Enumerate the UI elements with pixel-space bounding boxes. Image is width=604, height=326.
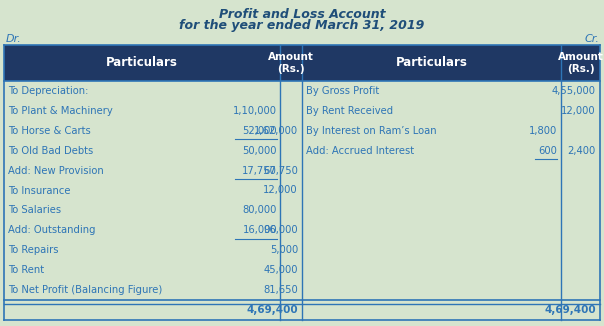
- Text: Particulars: Particulars: [396, 56, 467, 69]
- Text: 4,55,000: 4,55,000: [552, 86, 596, 96]
- Text: To Net Profit (Balancing Figure): To Net Profit (Balancing Figure): [8, 285, 162, 295]
- Text: 17,750: 17,750: [242, 166, 277, 176]
- Text: Amount
(Rs.): Amount (Rs.): [268, 52, 314, 74]
- Text: Particulars: Particulars: [106, 56, 178, 69]
- Text: 4,69,400: 4,69,400: [544, 305, 596, 315]
- Text: 96,000: 96,000: [263, 225, 298, 235]
- Text: 4,69,400: 4,69,400: [246, 305, 298, 315]
- Text: 80,000: 80,000: [243, 205, 277, 215]
- Text: Add: New Provision: Add: New Provision: [8, 166, 104, 176]
- Text: 5,000: 5,000: [270, 245, 298, 255]
- Text: Add: Accrued Interest: Add: Accrued Interest: [306, 146, 414, 156]
- Text: 12,000: 12,000: [263, 185, 298, 196]
- Text: 45,000: 45,000: [263, 265, 298, 275]
- Text: 12,000: 12,000: [561, 106, 596, 116]
- Text: To Insurance: To Insurance: [8, 185, 71, 196]
- Text: 16,000: 16,000: [242, 225, 277, 235]
- Text: To Repairs: To Repairs: [8, 245, 59, 255]
- Text: Profit and Loss Account: Profit and Loss Account: [219, 7, 385, 21]
- Text: 600: 600: [538, 146, 557, 156]
- Text: 1,62,000: 1,62,000: [254, 126, 298, 136]
- Text: 1,10,000: 1,10,000: [233, 106, 277, 116]
- Text: By Interest on Ram’s Loan: By Interest on Ram’s Loan: [306, 126, 437, 136]
- Text: Dr.: Dr.: [6, 34, 22, 44]
- Text: 67,750: 67,750: [263, 166, 298, 176]
- Text: 1,800: 1,800: [528, 126, 557, 136]
- Text: 81,650: 81,650: [263, 285, 298, 295]
- Text: for the year ended March 31, 2019: for the year ended March 31, 2019: [179, 20, 425, 33]
- Text: 52,000: 52,000: [242, 126, 277, 136]
- Text: To Salaries: To Salaries: [8, 205, 61, 215]
- Text: Add: Outstanding: Add: Outstanding: [8, 225, 95, 235]
- Text: To Rent: To Rent: [8, 265, 44, 275]
- Text: By Gross Profit: By Gross Profit: [306, 86, 379, 96]
- Text: Amount
(Rs.): Amount (Rs.): [557, 52, 603, 74]
- Bar: [302, 45, 600, 81]
- Text: To Depreciation:: To Depreciation:: [8, 86, 88, 96]
- Text: Cr.: Cr.: [584, 34, 599, 44]
- Text: 50,000: 50,000: [242, 146, 277, 156]
- Text: To Horse & Carts: To Horse & Carts: [8, 126, 91, 136]
- Text: To Plant & Machinery: To Plant & Machinery: [8, 106, 113, 116]
- Text: To Old Bad Debts: To Old Bad Debts: [8, 146, 93, 156]
- Text: 2,400: 2,400: [568, 146, 596, 156]
- Bar: [4, 45, 302, 81]
- Text: By Rent Received: By Rent Received: [306, 106, 393, 116]
